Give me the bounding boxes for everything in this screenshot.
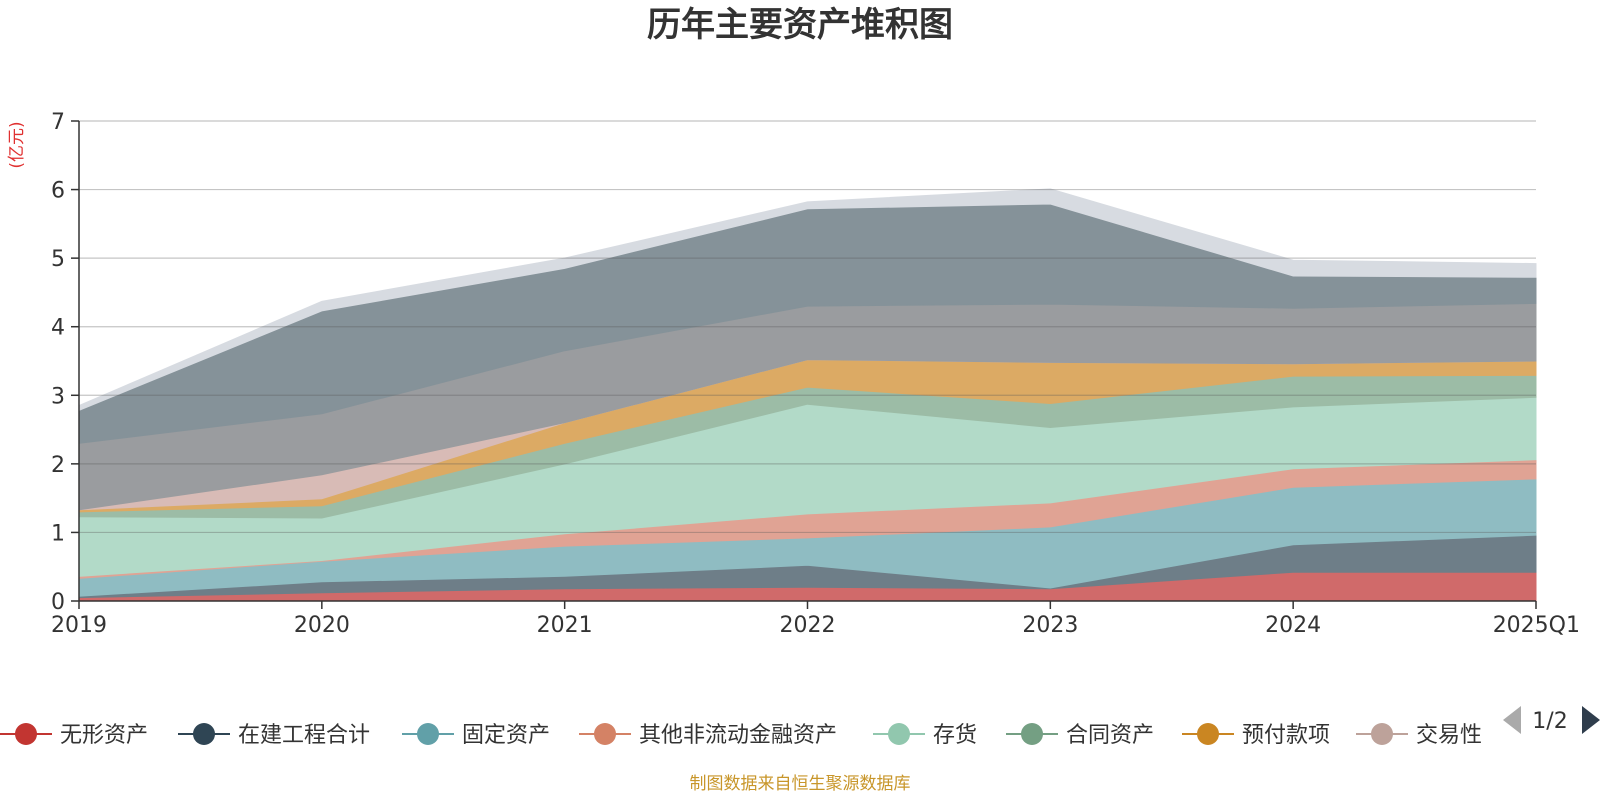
- legend-prev-page-icon[interactable]: [1503, 706, 1521, 734]
- legend-item[interactable]: 合同资产: [1006, 723, 1154, 748]
- x-tick-label: 2021: [537, 613, 593, 638]
- legend-label: 存货: [933, 723, 977, 748]
- legend-marker-icon: [1021, 723, 1043, 745]
- y-tick-label: 4: [51, 316, 65, 341]
- legend-label: 合同资产: [1066, 723, 1154, 748]
- legend-marker-icon: [193, 723, 215, 745]
- y-axis-unit-label: (亿元): [7, 121, 27, 168]
- y-tick-label: 1: [51, 521, 65, 546]
- y-tick-label: 7: [51, 110, 65, 135]
- gridlines: [79, 120, 1536, 534]
- legend-item[interactable]: 无形资产: [0, 723, 148, 748]
- x-tick-label: 2022: [780, 613, 836, 638]
- legend-items: 无形资产 在建工程合计 固定资产 其他非流动金融资产 存货 合同资产 预付款项 交易性: [0, 723, 1482, 748]
- legend-label: 其他非流动金融资产: [639, 723, 837, 748]
- legend-item[interactable]: 其他非流动金融资产: [579, 723, 837, 748]
- chart-title: 历年主要资产堆积图: [647, 5, 953, 45]
- area-series-group: [78, 188, 1537, 602]
- legend-label: 交易性: [1416, 723, 1482, 748]
- legend-marker-icon: [594, 723, 616, 745]
- legend-marker-icon: [1371, 723, 1393, 745]
- legend-marker-icon: [1197, 723, 1219, 745]
- area-series-10: [78, 188, 1537, 412]
- legend-label: 在建工程合计: [238, 723, 370, 748]
- legend-label: 固定资产: [462, 723, 550, 748]
- legend-item[interactable]: 交易性: [1356, 723, 1482, 748]
- data-source-note: 制图数据来自恒生聚源数据库: [690, 774, 911, 794]
- legend-item[interactable]: 存货: [873, 723, 977, 748]
- legend-marker-icon: [15, 723, 37, 745]
- legend-marker-icon: [888, 723, 910, 745]
- y-tick-label: 0: [51, 590, 65, 615]
- legend-label: 无形资产: [60, 723, 148, 748]
- legend-next-page-icon[interactable]: [1582, 706, 1600, 734]
- y-tick-label: 3: [51, 384, 65, 409]
- legend-label: 预付款项: [1242, 723, 1330, 748]
- legend-item[interactable]: 固定资产: [402, 723, 550, 748]
- x-tick-label: 2024: [1265, 613, 1321, 638]
- x-tick-label: 2025Q1: [1493, 613, 1580, 638]
- x-tick-label: 2023: [1022, 613, 1078, 638]
- legend-item[interactable]: 预付款项: [1182, 723, 1330, 748]
- axes: 0 1 2 3 4 5 6 7 2019 2020 2021 2022 2023 2024 2025Q1: [51, 110, 1580, 638]
- x-tick-label: 2019: [51, 613, 107, 638]
- x-tick-label: 2020: [294, 613, 350, 638]
- legend-marker-icon: [417, 723, 439, 745]
- legend-item[interactable]: 在建工程合计: [178, 723, 370, 748]
- legend-pager[interactable]: 1/2: [1503, 706, 1600, 734]
- legend: 无形资产 在建工程合计 固定资产 其他非流动金融资产 存货 合同资产 预付款项 交易性: [0, 723, 1482, 748]
- y-tick-label: 6: [51, 179, 65, 204]
- y-tick-label: 5: [51, 247, 65, 272]
- y-tick-label: 2: [51, 453, 65, 478]
- legend-page-indicator: 1/2: [1532, 709, 1567, 734]
